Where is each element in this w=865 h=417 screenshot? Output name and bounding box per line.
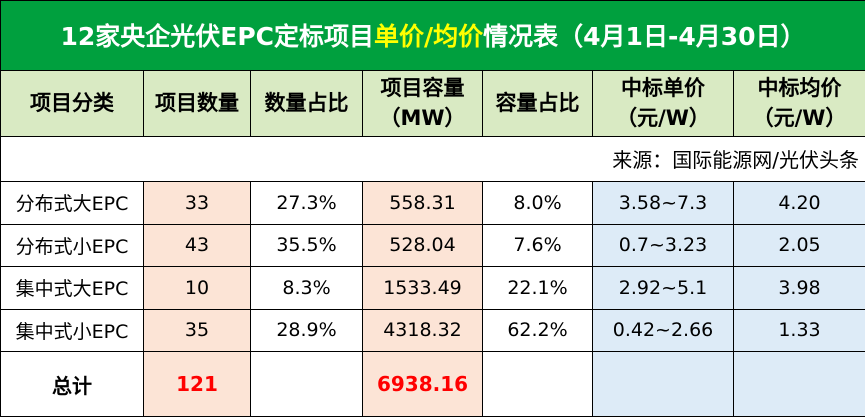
header-text: 中标均价: [757, 76, 842, 101]
cell: 0.42~2.66: [592, 308, 734, 353]
cell: 8.0%: [482, 181, 593, 225]
cell: 33: [143, 181, 251, 225]
cell: 4.20: [733, 181, 865, 225]
empty-cell: [250, 351, 363, 417]
header-cell: 项目数量: [143, 69, 251, 137]
cell: 分布式大EPC: [0, 181, 144, 225]
total-label: 总计: [0, 351, 144, 417]
total-count: 121: [143, 351, 251, 417]
cell: 35.5%: [250, 223, 363, 268]
cell: 22.1%: [482, 266, 593, 310]
title-text: 情况表（4月1日-4月30日）: [483, 22, 806, 52]
empty-cell: [482, 351, 593, 417]
header-cell: 项目容量 （MW）: [362, 69, 483, 137]
cell: 集中式大EPC: [0, 266, 144, 310]
header-text: 中标单价: [621, 76, 705, 101]
cell: 62.2%: [482, 308, 593, 353]
cell: 8.3%: [250, 266, 363, 310]
header-cell: 中标均价 （元/W）: [733, 69, 865, 137]
cell: 0.7~3.23: [592, 223, 734, 268]
cell: 35: [143, 308, 251, 353]
cell: 1.33: [733, 308, 865, 353]
cell: 27.3%: [250, 181, 363, 225]
source-row: 来源：国际能源网/光伏头条: [0, 135, 865, 183]
cell: 3.58~7.3: [592, 181, 734, 225]
cell: 1533.49: [362, 266, 483, 310]
header-text: 项目分类: [30, 91, 114, 116]
data-row: 集中式大EPC 10 8.3% 1533.49 22.1% 2.92~5.1 3.98: [0, 266, 865, 310]
title-text: 12家央企光伏EPC定标项目: [60, 22, 375, 52]
cell: 528.04: [362, 223, 483, 268]
header-row: 项目分类 项目数量 数量占比 项目容量 （MW） 容量占比 中标单价 （元/W） 中标均价 （元/…: [0, 69, 865, 137]
header-text: （元/W）: [616, 106, 710, 131]
cell: 3.98: [733, 266, 865, 310]
cell: 558.31: [362, 181, 483, 225]
header-text: 项目容量: [380, 76, 465, 101]
cell: 28.9%: [250, 308, 363, 353]
source: 来源：国际能源网/光伏头条: [0, 135, 865, 183]
data-row: 分布式大EPC 33 27.3% 558.31 8.0% 3.58~7.3 4.20: [0, 181, 865, 225]
cell: 43: [143, 223, 251, 268]
header-cell: 容量占比: [482, 69, 593, 137]
cell: 10: [143, 266, 251, 310]
title-row: 12家央企光伏EPC定标项目单价/均价情况表（4月1日-4月30日）: [0, 0, 865, 71]
header-text: 项目数量: [155, 91, 239, 116]
cell: 2.92~5.1: [592, 266, 734, 310]
header-text: 数量占比: [264, 91, 349, 116]
data-row: 分布式小EPC 43 35.5% 528.04 7.6% 0.7~3.23 2.05: [0, 223, 865, 268]
title: 12家央企光伏EPC定标项目单价/均价情况表（4月1日-4月30日）: [0, 0, 865, 71]
total-row: 总计 121 6938.16: [0, 351, 865, 417]
header-text: （MW）: [379, 106, 466, 131]
cell: 2.05: [733, 223, 865, 268]
cell: 分布式小EPC: [0, 223, 144, 268]
empty-cell: [733, 351, 865, 417]
header-cell: 项目分类: [0, 69, 144, 137]
data-row: 集中式小EPC 35 28.9% 4318.32 62.2% 0.42~2.66 1.33: [0, 308, 865, 353]
title-highlight: 单价/均价: [374, 22, 484, 52]
header-cell: 数量占比: [250, 69, 363, 137]
header-text: 容量占比: [495, 91, 580, 116]
header-cell: 中标单价 （元/W）: [592, 69, 734, 137]
empty-cell: [592, 351, 734, 417]
total-capacity: 6938.16: [362, 351, 483, 417]
cell: 7.6%: [482, 223, 593, 268]
cell: 4318.32: [362, 308, 483, 353]
cell: 集中式小EPC: [0, 308, 144, 353]
header-text: （元/W）: [752, 106, 847, 131]
